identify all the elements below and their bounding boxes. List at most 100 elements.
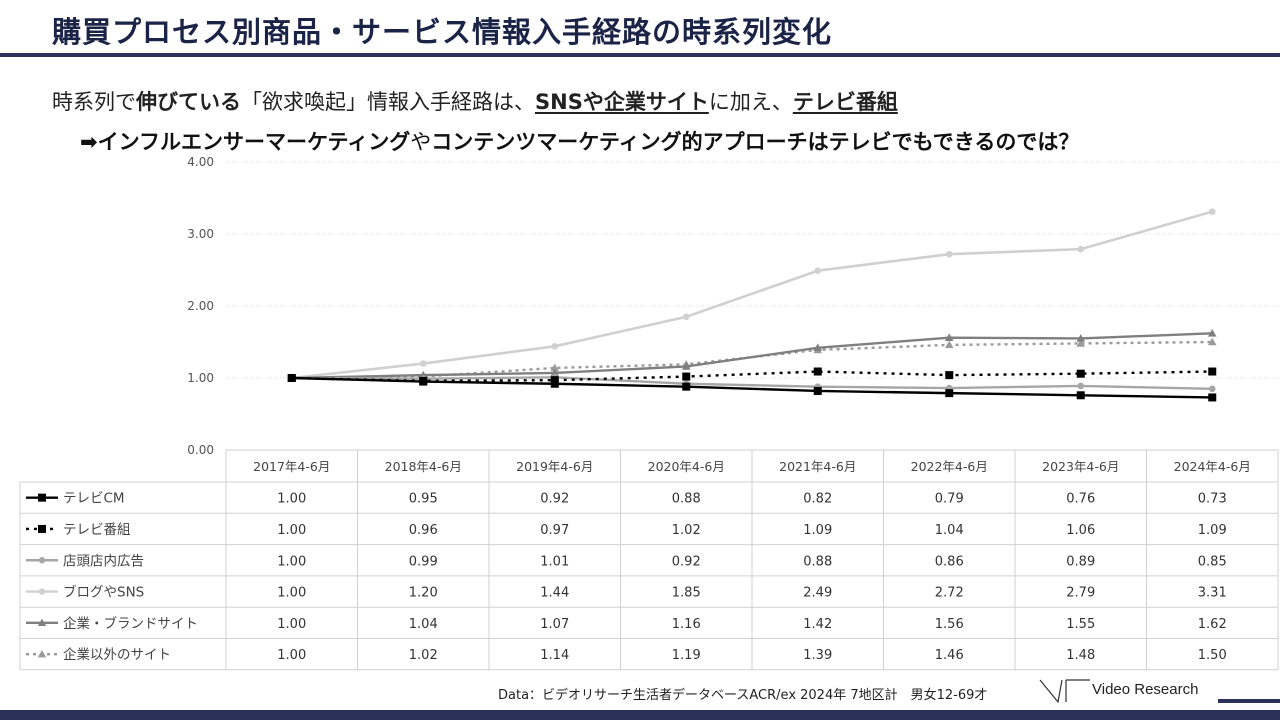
data-label: 0.76 <box>1066 492 1095 507</box>
video-research-logo <box>1039 679 1090 704</box>
title-rule <box>0 53 1280 57</box>
data-label: 2.79 <box>1066 586 1095 601</box>
footer-bar <box>0 710 1280 720</box>
data-point <box>813 386 822 395</box>
footer-accent-bar <box>1218 699 1280 703</box>
data-label: 1.01 <box>540 554 569 569</box>
data-label: 0.88 <box>672 492 701 507</box>
data-point <box>945 250 953 258</box>
data-label: 0.99 <box>409 554 438 569</box>
brand-name: Video Research <box>1092 681 1199 698</box>
legend-label: テレビCM <box>63 491 125 507</box>
data-label: 0.85 <box>1198 554 1227 569</box>
data-point <box>813 343 823 352</box>
x-tick-label: 2024年4-6月 <box>1174 459 1251 474</box>
data-point <box>945 371 954 380</box>
data-point <box>1077 382 1085 390</box>
data-label: 0.79 <box>935 492 964 507</box>
series-line <box>291 376 1213 390</box>
data-point <box>419 377 428 386</box>
legend-label: ブログやSNS <box>63 584 144 601</box>
x-tick-label: 2023年4-6月 <box>1042 459 1119 474</box>
data-point <box>1208 367 1217 376</box>
data-point <box>813 367 822 376</box>
data-label: 0.95 <box>409 492 438 507</box>
subtitle-part: に加え、 <box>708 90 793 114</box>
data-point <box>550 368 560 377</box>
data-point <box>1208 385 1216 393</box>
data-point <box>37 649 47 658</box>
subtitle-part: ➡インフルエンサーマーケティング <box>80 130 411 154</box>
subtitle-part: 時系列で <box>52 90 136 114</box>
data-point <box>38 557 46 564</box>
data-label: 1.20 <box>409 586 438 601</box>
data-point <box>1207 337 1217 346</box>
data-label: 1.56 <box>935 617 964 632</box>
data-label: 0.96 <box>409 523 438 538</box>
data-label: 0.86 <box>935 554 964 569</box>
data-point <box>682 382 691 391</box>
data-label: 0.97 <box>540 523 569 538</box>
data-label: 0.89 <box>1066 554 1095 569</box>
subtitle-part: や <box>410 130 432 154</box>
series-line <box>291 340 1213 380</box>
y-tick-label: 4.00 <box>187 155 214 169</box>
data-point <box>419 360 427 367</box>
data-label: 1.14 <box>540 648 569 663</box>
data-label: 1.19 <box>672 648 701 663</box>
subtitle-emphasis: 伸びている <box>136 90 241 114</box>
data-point <box>38 524 46 533</box>
data-point <box>681 362 691 370</box>
series-line <box>291 376 1213 399</box>
data-label: 1.50 <box>1198 648 1227 663</box>
data-label: 1.48 <box>1066 648 1095 663</box>
data-label: 1.00 <box>277 586 306 601</box>
legend-label: 企業・ブランドサイト <box>63 615 198 632</box>
data-point <box>1076 391 1085 400</box>
data-label: 1.42 <box>803 617 832 632</box>
subtitle-highlight-sns: SNSや企業サイト <box>535 90 709 114</box>
x-tick-label: 2019年4-6月 <box>516 459 593 474</box>
data-label: 1.16 <box>672 617 701 632</box>
data-label: 3.31 <box>1198 586 1227 601</box>
data-label: 0.92 <box>540 492 569 507</box>
data-label: 1.55 <box>1066 617 1095 632</box>
x-tick-label: 2022年4-6月 <box>911 459 988 474</box>
data-label: 1.04 <box>409 617 438 632</box>
x-tick-label: 2020年4-6月 <box>648 459 725 474</box>
data-point <box>287 374 296 382</box>
data-point <box>944 340 954 349</box>
data-label: 2.49 <box>803 586 832 601</box>
data-point <box>38 588 46 595</box>
legend-label: テレビ番組 <box>63 522 131 538</box>
data-source-note: Data：ビデオリサーチ生活者データベースACR/ex 2024年 7地区計 男… <box>498 688 988 703</box>
data-label: 1.04 <box>935 523 964 538</box>
data-point <box>682 313 690 321</box>
data-point <box>38 493 46 502</box>
page-title: 購買プロセス別商品・サービス情報入手経路の時系列変化 <box>52 15 833 49</box>
data-label: 0.92 <box>672 554 701 569</box>
data-label: 0.82 <box>803 492 832 507</box>
y-tick-label: 1.00 <box>187 371 214 385</box>
legend-label: 企業以外のサイト <box>63 646 171 663</box>
data-label: 0.73 <box>1198 492 1227 507</box>
y-tick-label: 3.00 <box>187 227 214 241</box>
data-label: 1.09 <box>1198 523 1227 538</box>
data-label: 1.07 <box>540 617 569 632</box>
series-line <box>291 332 1213 380</box>
x-tick-label: 2021年4-6月 <box>779 459 856 474</box>
y-tick-label: 0.00 <box>187 443 214 457</box>
data-point <box>1076 334 1086 342</box>
data-point <box>814 267 822 275</box>
data-point <box>37 618 47 627</box>
data-label: 0.88 <box>803 554 832 569</box>
subtitle-line-2: ➡インフルエンサーマーケティングやコンテンツマーケティング的アプローチはテレビで… <box>80 126 1079 156</box>
data-label: 1.44 <box>540 586 569 601</box>
data-label: 1.62 <box>1198 617 1227 632</box>
data-point <box>1208 393 1217 402</box>
y-tick-label: 2.00 <box>187 299 214 313</box>
data-label: 1.02 <box>672 523 701 538</box>
data-label: 1.85 <box>672 586 701 601</box>
data-label: 2.72 <box>935 586 964 601</box>
